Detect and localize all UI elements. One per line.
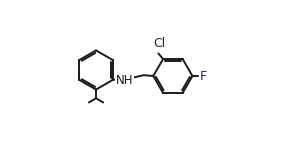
- Text: F: F: [199, 69, 207, 83]
- Text: NH: NH: [116, 74, 133, 87]
- Text: Cl: Cl: [153, 37, 166, 50]
